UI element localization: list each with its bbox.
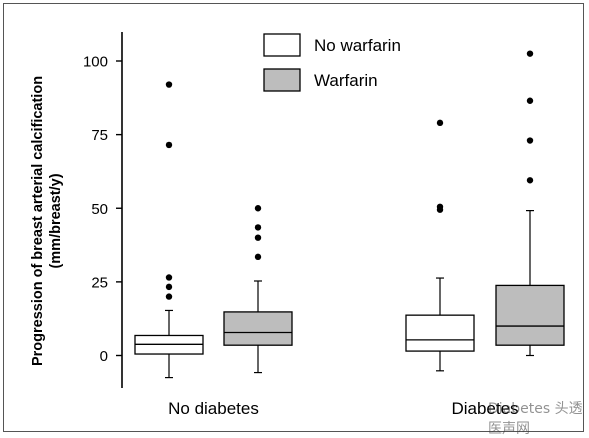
y-tick-label: 75: [91, 127, 108, 144]
legend-label: No warfarin: [314, 36, 401, 55]
box-series-group: [134, 50, 565, 379]
box-plot-no-warfarin-no-diabetes: [134, 81, 204, 379]
outlier-point: [254, 234, 262, 241]
outlier-point: [254, 253, 262, 261]
y-tick-label: 50: [91, 201, 108, 218]
outlier-point: [165, 274, 173, 281]
y-tick-label: 0: [100, 348, 108, 365]
legend-item-warfarin: Warfarin: [263, 68, 378, 92]
box-iqr: [495, 284, 565, 346]
legend: No warfarin Warfarin: [263, 33, 401, 92]
y-axis-label: Progression of breast arterial calcifica…: [30, 76, 64, 366]
box-plot-warfarin-diabetes: [495, 50, 565, 357]
box-plot-no-warfarin-diabetes: [405, 119, 475, 372]
outlier-point: [254, 224, 262, 231]
outlier-point: [526, 137, 534, 144]
legend-swatch: [263, 68, 301, 92]
category-label: No diabetes: [168, 399, 259, 418]
y-axis: 0 25 50 75 100: [83, 32, 123, 388]
legend-label: Warfarin: [314, 71, 378, 90]
box-plot-warfarin-no-diabetes: [223, 205, 293, 374]
y-tick-label: 100: [83, 54, 108, 71]
legend-swatch: [263, 33, 301, 57]
category-label: Diabetes: [451, 399, 518, 418]
outlier-point: [165, 283, 173, 291]
y-axis-label-line-2: (mm/breast/y): [48, 173, 64, 268]
outlier-point: [165, 293, 173, 300]
box-iqr: [223, 311, 293, 346]
y-tick-label: 25: [91, 274, 108, 291]
outlier-point: [254, 205, 262, 212]
watermark-text: Diabetes 头透医声网: [488, 401, 583, 437]
box-iqr: [405, 314, 475, 352]
outlier-point: [165, 81, 173, 88]
legend-item-no-warfarin: No warfarin: [263, 33, 401, 57]
outlier-point: [526, 97, 534, 104]
outlier-point: [526, 50, 534, 57]
outlier-point: [436, 119, 444, 127]
outlier-point: [436, 203, 444, 210]
y-axis-label-line-1: Progression of breast arterial calcifica…: [30, 76, 46, 366]
category-labels: No diabetes Diabetes: [168, 399, 518, 418]
outlier-point: [526, 177, 534, 184]
outlier-point: [165, 141, 173, 149]
